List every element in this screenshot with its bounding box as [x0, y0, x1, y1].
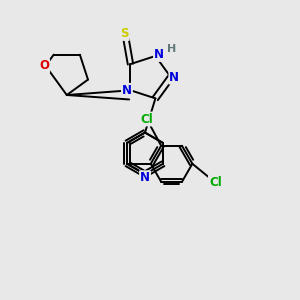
- Text: N: N: [122, 84, 132, 97]
- Text: N: N: [140, 171, 150, 184]
- Text: H: H: [167, 44, 176, 53]
- Text: O: O: [39, 59, 49, 72]
- Text: S: S: [120, 27, 129, 40]
- Text: N: N: [169, 71, 179, 84]
- Text: Cl: Cl: [140, 112, 153, 125]
- Text: N: N: [154, 48, 164, 61]
- Text: Cl: Cl: [209, 176, 222, 189]
